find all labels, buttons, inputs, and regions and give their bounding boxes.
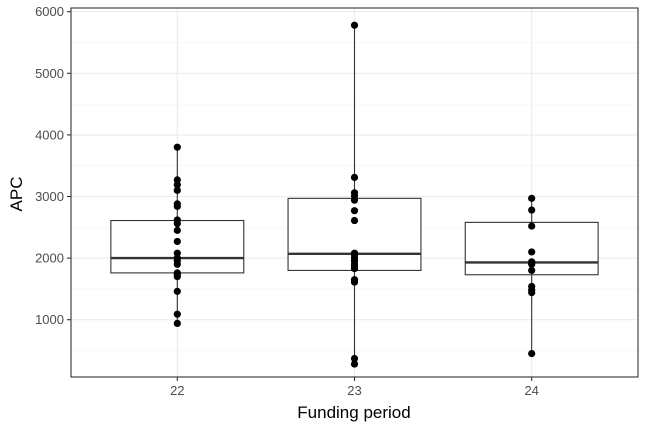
data-point	[350, 21, 359, 29]
box-24	[464, 198, 599, 354]
y-tick-label: 1000	[35, 312, 64, 327]
data-point	[173, 181, 181, 189]
data-point	[350, 196, 359, 204]
data-point	[350, 216, 359, 225]
data-point	[350, 360, 359, 368]
data-point	[173, 143, 181, 151]
data-point	[528, 289, 536, 297]
data-point	[173, 220, 181, 228]
y-tick-label: 6000	[35, 4, 64, 19]
x-axis-title: Funding period	[297, 403, 410, 422]
data-point	[350, 173, 359, 182]
x-tick-label: 24	[524, 383, 538, 398]
data-point	[173, 310, 181, 318]
data-point	[528, 248, 536, 256]
data-point	[173, 186, 181, 194]
x-tick-label: 23	[347, 383, 361, 398]
data-point	[173, 237, 181, 246]
y-tick-label: 2000	[35, 251, 64, 266]
data-point	[528, 206, 536, 214]
data-points	[173, 21, 536, 368]
box-22	[110, 147, 245, 324]
data-point	[528, 260, 536, 268]
data-point	[173, 202, 181, 210]
data-point	[528, 222, 536, 230]
data-point	[350, 207, 359, 215]
y-tick-label: 5000	[35, 66, 64, 81]
y-axis-ticks: 1000 2000 3000 4000 5000 6000	[35, 4, 71, 327]
data-point	[173, 319, 181, 328]
data-point	[350, 264, 359, 273]
y-tick-label: 3000	[35, 189, 64, 204]
data-point	[350, 278, 359, 286]
data-point	[173, 249, 181, 257]
data-point	[173, 287, 181, 295]
y-tick-label: 4000	[35, 127, 64, 142]
data-point	[173, 226, 181, 234]
data-point	[528, 194, 536, 202]
data-point	[350, 354, 359, 363]
x-tick-label: 22	[170, 383, 184, 398]
data-point	[173, 260, 181, 268]
data-point	[528, 349, 536, 358]
x-axis-ticks: 22 23 24	[170, 377, 539, 398]
data-point	[528, 266, 536, 275]
data-point	[173, 272, 181, 281]
y-axis-title: APC	[7, 177, 26, 212]
data-point	[173, 176, 181, 184]
